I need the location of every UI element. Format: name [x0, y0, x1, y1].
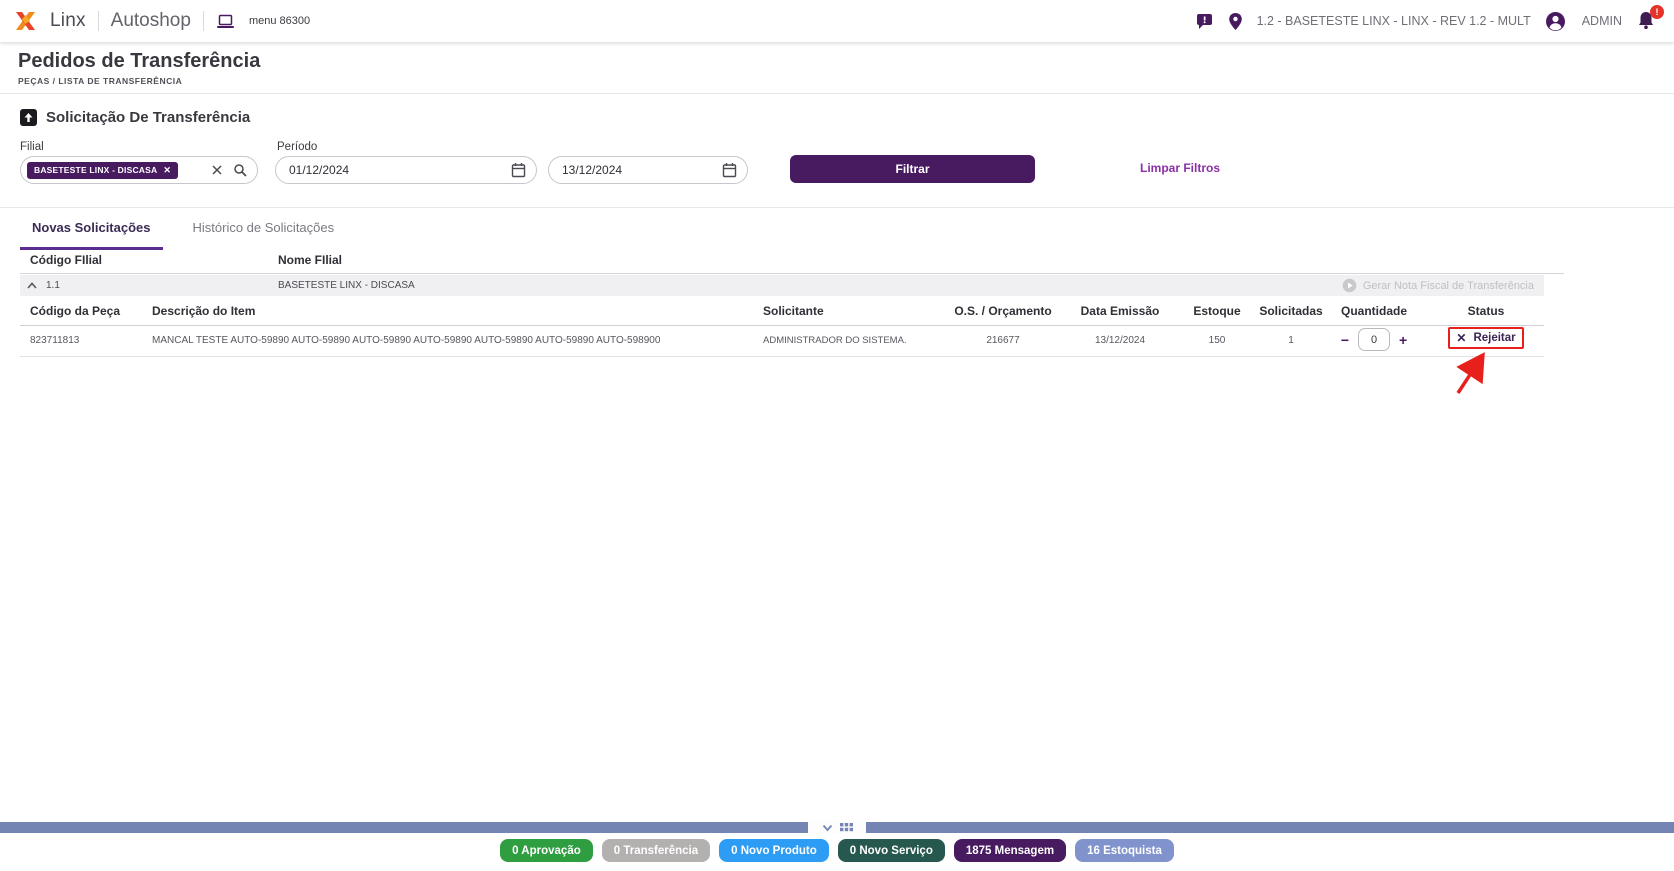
filial-chip[interactable]: BASETESTE LINX - DISCASA ✕ — [27, 161, 179, 179]
top-bar-left: Linx Autoshop menu 86300 — [0, 10, 310, 32]
brand-name: Linx — [50, 10, 86, 31]
transfer-request-icon — [20, 109, 37, 126]
quantity-stepper: − 0 + — [1324, 328, 1424, 351]
tab-novas-solicitacoes[interactable]: Novas Solicitações — [20, 214, 163, 250]
rejeitar-button[interactable]: ✕ Rejeitar — [1448, 327, 1524, 349]
col-solicitadas: Solicitadas — [1259, 304, 1323, 318]
quantity-input[interactable]: 0 — [1358, 328, 1390, 351]
environment-label: 1.2 - BASETESTE LINX - LINX - REV 1.2 - … — [1256, 14, 1531, 28]
inner-table-header: Código da Peça Descrição do Item Solicit… — [0, 297, 1674, 325]
page-title: Pedidos de Transferência — [18, 50, 261, 72]
cell-estoque: 150 — [1208, 335, 1226, 346]
laptop-icon — [216, 13, 235, 30]
user-avatar-icon[interactable] — [1545, 11, 1566, 32]
menu-code-label[interactable]: menu 86300 — [248, 15, 311, 27]
col-descricao: Descrição do Item — [152, 304, 256, 318]
table-row: 823711813 MANCAL TESTE AUTO-59890 AUTO-5… — [0, 326, 1674, 356]
section-header: Solicitação De Transferência — [20, 109, 250, 126]
quantity-increase-button[interactable]: + — [1399, 331, 1408, 348]
badge-transferencia[interactable]: 0 Transferência — [601, 839, 711, 862]
outer-table-header: Código FIlial Nome FIlial — [20, 253, 1564, 274]
cell-codigo-peca: 823711813 — [30, 335, 80, 346]
status-cell: ✕ Rejeitar — [1436, 327, 1536, 349]
col-codigo-peca: Código da Peça — [30, 304, 121, 318]
col-data-emissao: Data Emissão — [1080, 304, 1160, 318]
collapse-chevron-icon[interactable] — [26, 281, 38, 290]
badge-novo-servico[interactable]: 0 Novo Serviço — [837, 839, 945, 862]
divider — [202, 11, 204, 31]
user-name-label[interactable]: ADMIN — [1581, 14, 1622, 28]
badge-mensagem[interactable]: 1875 Mensagem — [953, 839, 1067, 862]
group-codigo: 1.1 — [46, 280, 60, 291]
clear-icon[interactable] — [211, 164, 223, 176]
col-solicitante: Solicitante — [763, 304, 824, 318]
top-app-bar: Linx Autoshop menu 86300 1.2 — [0, 0, 1674, 42]
badge-estoquista[interactable]: 16 Estoquista — [1075, 839, 1174, 862]
notifications-bell-icon[interactable]: ! — [1636, 5, 1664, 32]
generate-invoice-icon — [1342, 278, 1357, 293]
date-to-value: 13/12/2024 — [562, 163, 623, 177]
gerar-nota-fiscal-label: Gerar Nota Fiscal de Transferência — [1362, 279, 1534, 292]
dock-toggle[interactable] — [808, 821, 866, 834]
filial-group-row[interactable]: 1.1 BASETESTE LINX - DISCASA Gerar Nota … — [20, 275, 1544, 296]
quantity-decrease-button[interactable]: − — [1340, 331, 1349, 348]
col-quantidade: Quantidade — [1340, 304, 1407, 318]
divider — [20, 356, 1544, 357]
product-name: Autoshop — [110, 10, 191, 31]
section-title: Solicitação De Transferência — [46, 109, 251, 126]
divider — [97, 11, 99, 31]
date-to-input[interactable]: 13/12/2024 — [548, 156, 748, 184]
group-nome: BASETESTE LINX - DISCASA — [278, 280, 415, 291]
date-from-value: 01/12/2024 — [289, 163, 350, 177]
reject-x-icon: ✕ — [1456, 331, 1467, 345]
divider — [0, 207, 1674, 208]
col-status: Status — [1467, 304, 1505, 318]
location-pin-icon[interactable] — [1228, 12, 1243, 31]
chevron-down-icon[interactable] — [822, 824, 833, 832]
cell-solicitadas: 1 — [1288, 335, 1294, 346]
cell-data-emissao: 13/12/2024 — [1094, 335, 1146, 346]
feedback-icon[interactable] — [1195, 12, 1214, 31]
col-estoque: Estoque — [1193, 304, 1241, 318]
breadcrumb: PEÇAS / LISTA DE TRANSFERÊNCIA — [18, 76, 183, 86]
cell-os-orcamento: 216677 — [986, 335, 1020, 346]
status-badges-row: 0 Aprovação 0 Transferência 0 Novo Produ… — [0, 839, 1674, 862]
top-bar-right: 1.2 - BASETESTE LINX - LINX - REV 1.2 - … — [1195, 5, 1674, 32]
filtrar-button[interactable]: Filtrar — [790, 155, 1035, 183]
badge-aprovacao[interactable]: 0 Aprovação — [500, 839, 593, 862]
badge-novo-produto[interactable]: 0 Novo Produto — [719, 839, 829, 862]
drag-grid-icon[interactable] — [839, 823, 853, 832]
linx-logo-icon — [14, 10, 38, 32]
limpar-filtros-link[interactable]: Limpar Filtros — [1140, 161, 1221, 175]
page-title-bar: Pedidos de Transferência PEÇAS / LISTA D… — [0, 42, 1674, 94]
col-nome-filial: Nome FIlial — [278, 253, 343, 267]
tab-historico-solicitacoes[interactable]: Histórico de Solicitações — [192, 220, 335, 235]
filial-input[interactable]: BASETESTE LINX - DISCASA ✕ — [20, 156, 258, 184]
annotation-arrow — [1446, 350, 1496, 403]
periodo-label: Período — [277, 141, 318, 153]
tab-bar: Novas Solicitações Histórico de Solicita… — [20, 214, 346, 250]
rejeitar-label: Rejeitar — [1473, 332, 1516, 344]
col-codigo-filial: Código FIlial — [30, 253, 102, 267]
col-os-orcamento: O.S. / Orçamento — [954, 304, 1052, 318]
cell-solicitante: ADMINISTRADOR DO SISTEMA. — [763, 335, 907, 346]
notification-count-badge: ! — [1650, 5, 1664, 19]
date-from-input[interactable]: 01/12/2024 — [275, 156, 537, 184]
calendar-icon[interactable] — [511, 162, 526, 178]
filial-label: Filial — [20, 141, 44, 153]
filial-chip-label: BASETESTE LINX - DISCASA — [34, 165, 158, 175]
chip-remove-icon[interactable]: ✕ — [163, 164, 172, 175]
calendar-icon[interactable] — [722, 162, 737, 178]
gerar-nota-fiscal-button[interactable]: Gerar Nota Fiscal de Transferência — [1342, 278, 1544, 293]
search-icon[interactable] — [233, 163, 247, 177]
cell-descricao: MANCAL TESTE AUTO-59890 AUTO-59890 AUTO-… — [152, 335, 661, 346]
divider — [20, 325, 1544, 326]
